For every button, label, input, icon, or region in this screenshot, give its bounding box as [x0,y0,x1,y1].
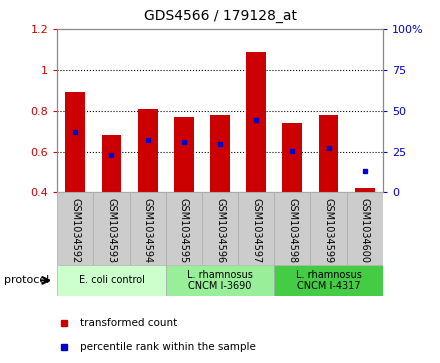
Bar [274,192,311,265]
Text: E. coli control: E. coli control [78,276,144,285]
Bar [66,92,85,192]
Bar [210,115,230,192]
Bar [202,192,238,265]
Text: GSM1034594: GSM1034594 [143,198,153,263]
Bar [319,115,338,192]
Text: GSM1034600: GSM1034600 [360,198,370,263]
Bar [347,192,383,265]
Bar [102,135,121,192]
Text: transformed count: transformed count [80,318,177,328]
Text: percentile rank within the sample: percentile rank within the sample [80,342,256,352]
Bar [274,265,383,296]
Bar [311,192,347,265]
Bar [93,192,129,265]
Bar [166,265,274,296]
Text: L. rhamnosus
CNCM I-3690: L. rhamnosus CNCM I-3690 [187,270,253,291]
Text: GSM1034595: GSM1034595 [179,198,189,264]
Text: GSM1034597: GSM1034597 [251,198,261,264]
Text: L. rhamnosus
CNCM I-4317: L. rhamnosus CNCM I-4317 [296,270,362,291]
Bar [138,109,158,192]
Bar [57,192,93,265]
Bar [282,123,302,192]
Text: GSM1034599: GSM1034599 [323,198,334,263]
Bar [246,52,266,192]
Bar [166,192,202,265]
Text: GSM1034592: GSM1034592 [70,198,80,264]
Text: GDS4566 / 179128_at: GDS4566 / 179128_at [143,9,297,23]
Bar [129,192,166,265]
Text: GSM1034596: GSM1034596 [215,198,225,263]
Text: GSM1034593: GSM1034593 [106,198,117,263]
Bar [238,192,274,265]
Bar [355,188,375,192]
Text: GSM1034598: GSM1034598 [287,198,297,263]
Bar [57,265,166,296]
Bar [174,117,194,192]
Text: protocol: protocol [4,276,50,285]
